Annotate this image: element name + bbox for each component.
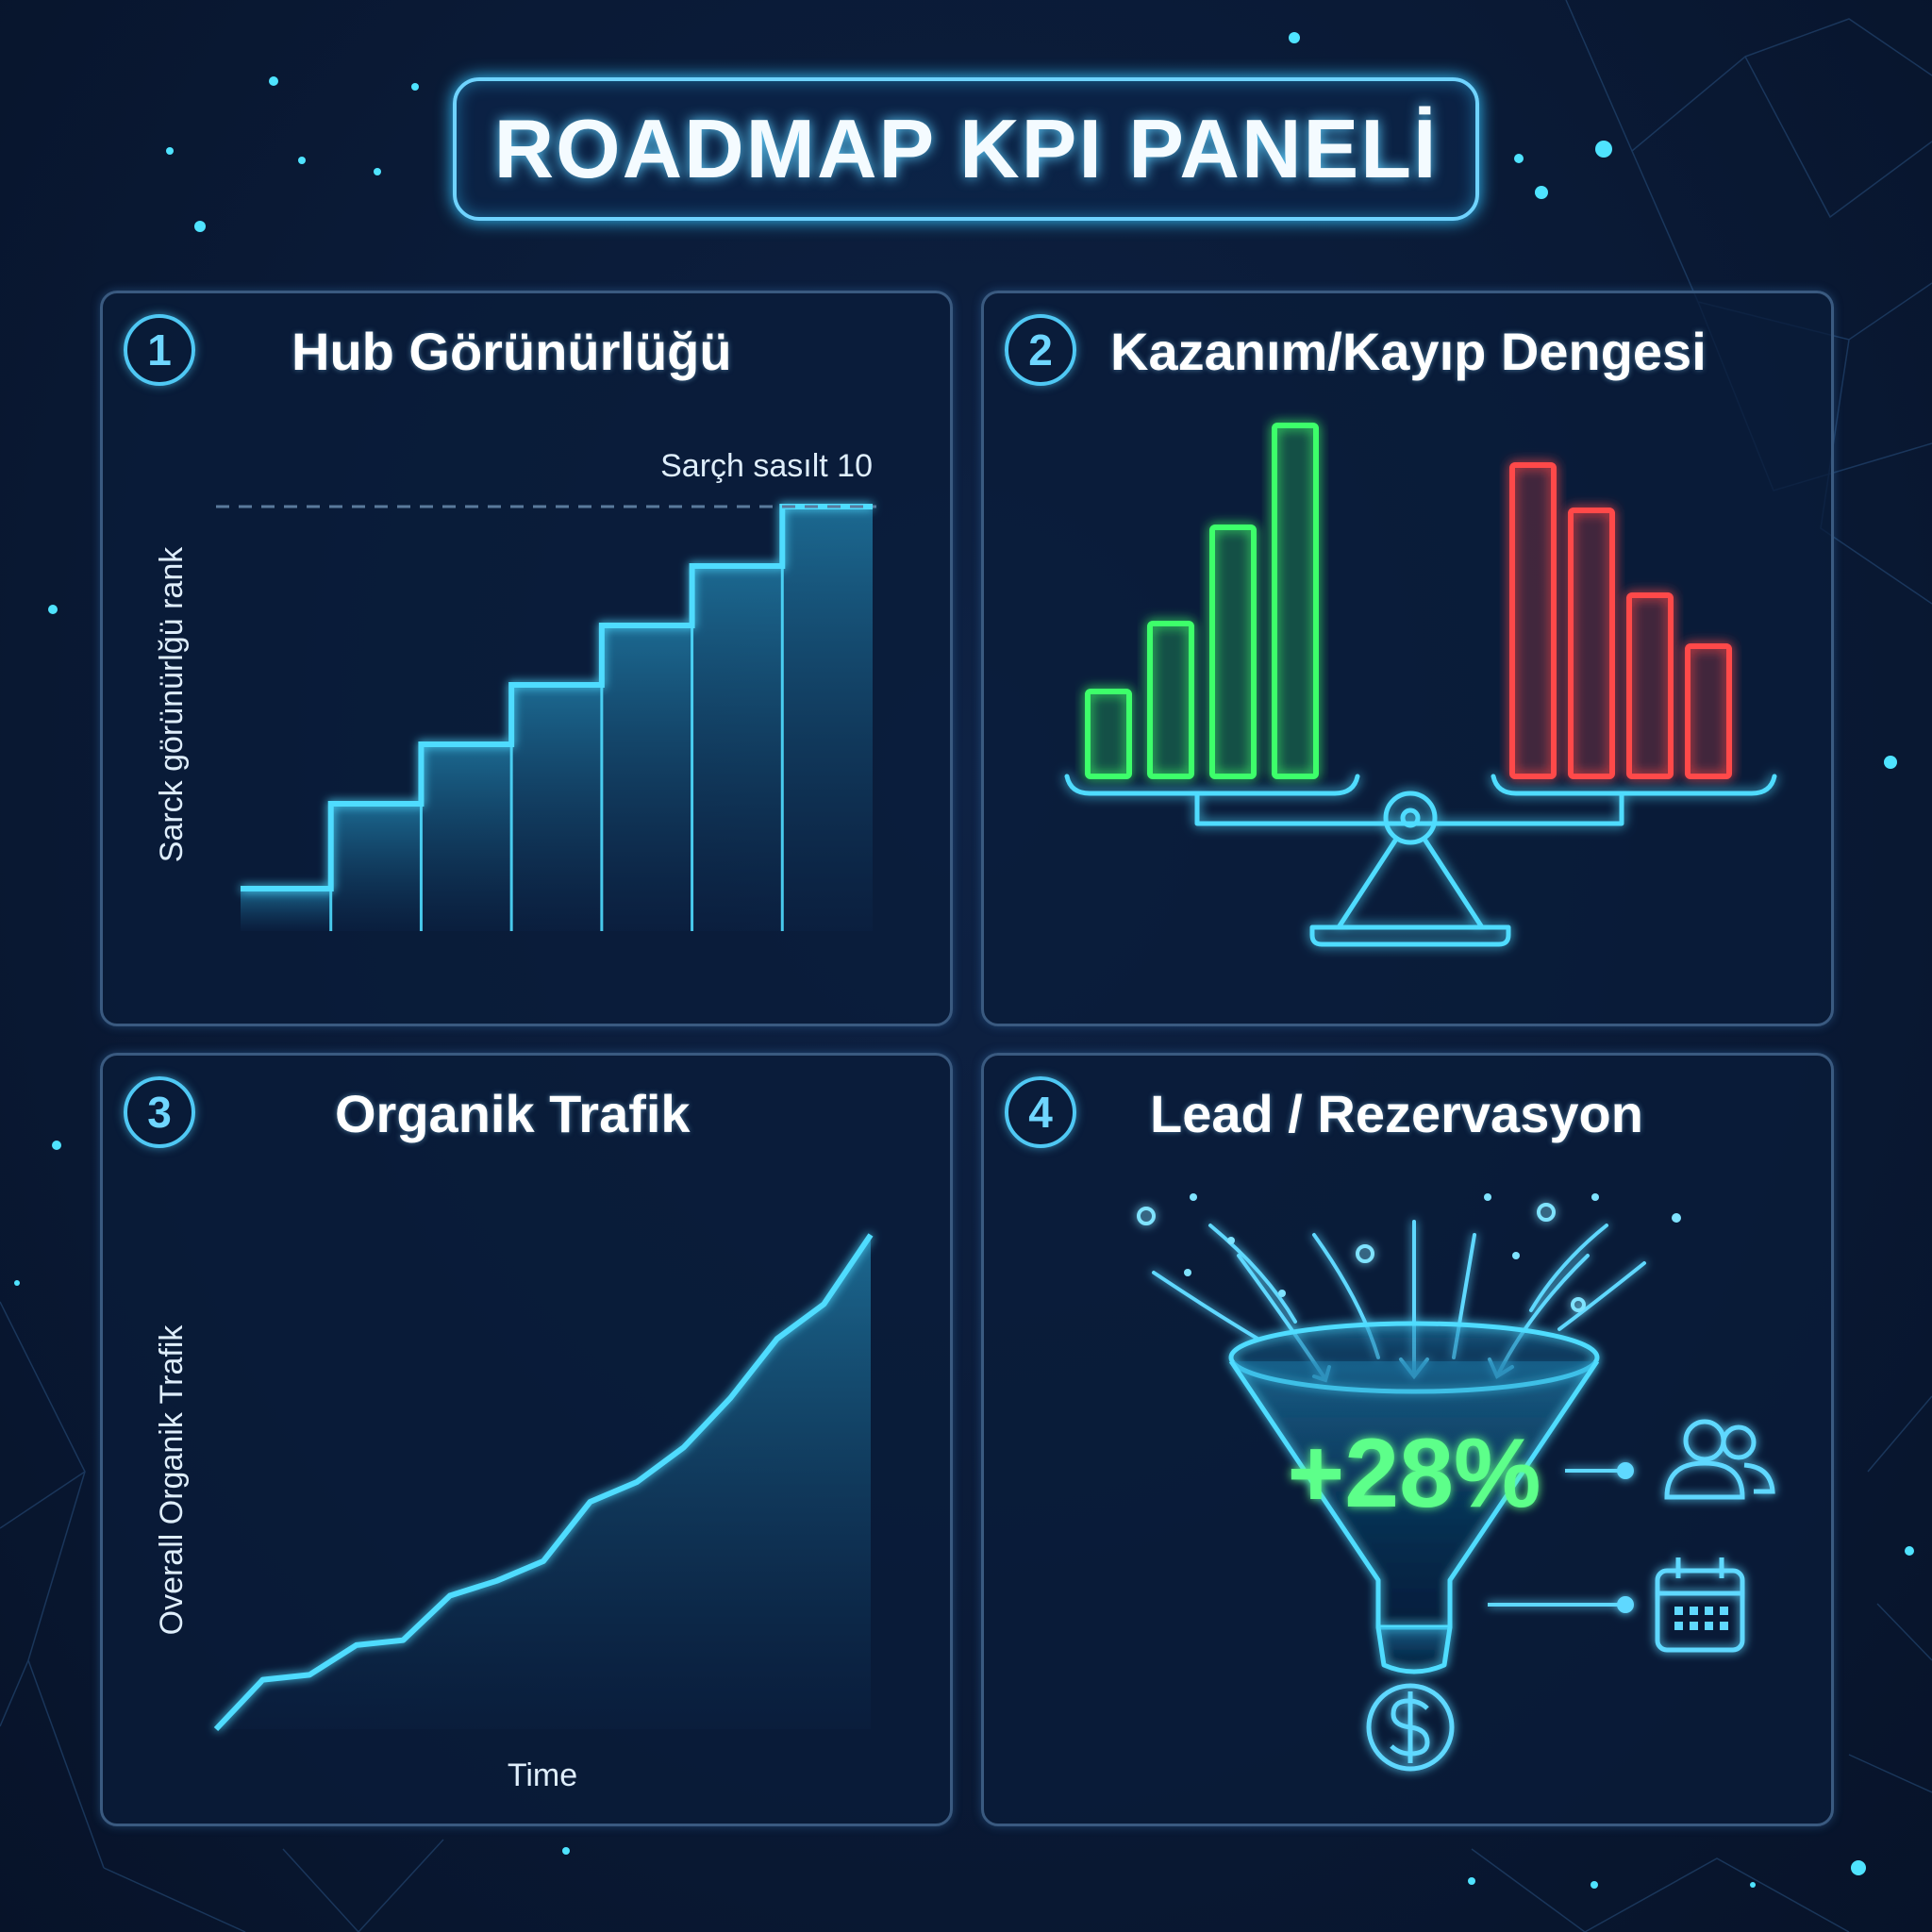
step-line [241, 504, 873, 891]
step-bar [421, 744, 512, 931]
panel-title: Hub Görünürlüğü [291, 322, 732, 381]
users-icon [1664, 1419, 1775, 1500]
x-axis-label: Time [508, 1757, 577, 1793]
funnel-icon [1228, 1321, 1600, 1674]
dollar-icon [1366, 1683, 1455, 1772]
panel-number-badge: 3 [124, 1076, 195, 1148]
gain-bar [1209, 525, 1257, 779]
y-axis-label: Overall Organik Trafik [154, 1324, 190, 1636]
step-bar [601, 625, 692, 931]
hub-visibility-step-chart: Sarçh sasılt 10 Sarck görünürlğü rank [154, 448, 891, 934]
panel-gain-loss-balance: 2 Kazanım/Kayıp Dengesi [981, 291, 1834, 1026]
step-bar [330, 804, 422, 931]
loss-bar [1626, 592, 1674, 779]
loss-bar [1685, 643, 1732, 779]
gain-bar [1272, 423, 1319, 779]
gain-loss-bar-chart [1064, 423, 1777, 947]
title-banner: ROADMAP KPI PANELİ [453, 77, 1479, 221]
traffic-line [213, 1233, 874, 1732]
panel-title: Organik Trafik [335, 1084, 691, 1143]
panel-number-badge: 2 [1005, 314, 1076, 386]
balance-scale-icon [1064, 774, 1777, 947]
ref-line-label: Sarçh sasılt 10 [660, 448, 873, 484]
loss-bar [1568, 508, 1615, 779]
conversion-percent: +28% [1288, 1419, 1541, 1528]
panel-lead-reservation: 4 Lead / Rezervasyon [981, 1053, 1834, 1826]
step-bar [782, 507, 873, 931]
panel-number-badge: 4 [1005, 1076, 1076, 1148]
step-bar [511, 685, 602, 931]
organic-traffic-area-chart: Overall Organik Trafik Time [154, 1231, 891, 1793]
calendar-icon [1655, 1557, 1745, 1653]
panel-title: Lead / Rezervasyon [1150, 1084, 1643, 1143]
panel-number-badge: 1 [124, 314, 195, 386]
gain-bar [1147, 621, 1194, 779]
lead-funnel-graphic: +28% [1137, 1193, 1775, 1772]
loss-bar [1509, 462, 1557, 779]
y-axis-label: Sarck görünürlğü rank [154, 546, 190, 863]
panel-title: Kazanım/Kayıp Dengesi [1110, 322, 1707, 381]
traffic-area-fill [216, 1235, 871, 1729]
page-title: ROADMAP KPI PANELİ [493, 102, 1439, 195]
step-bar [241, 889, 331, 931]
step-bar [691, 566, 783, 931]
panel-hub-visibility: 1 Hub Görünürlüğü Sarçh sasılt 10 Sarck … [100, 291, 953, 1026]
gain-bar [1085, 689, 1132, 779]
panel-organic-traffic: 3 Organik Trafik Overall Organik Trafik … [100, 1053, 953, 1826]
